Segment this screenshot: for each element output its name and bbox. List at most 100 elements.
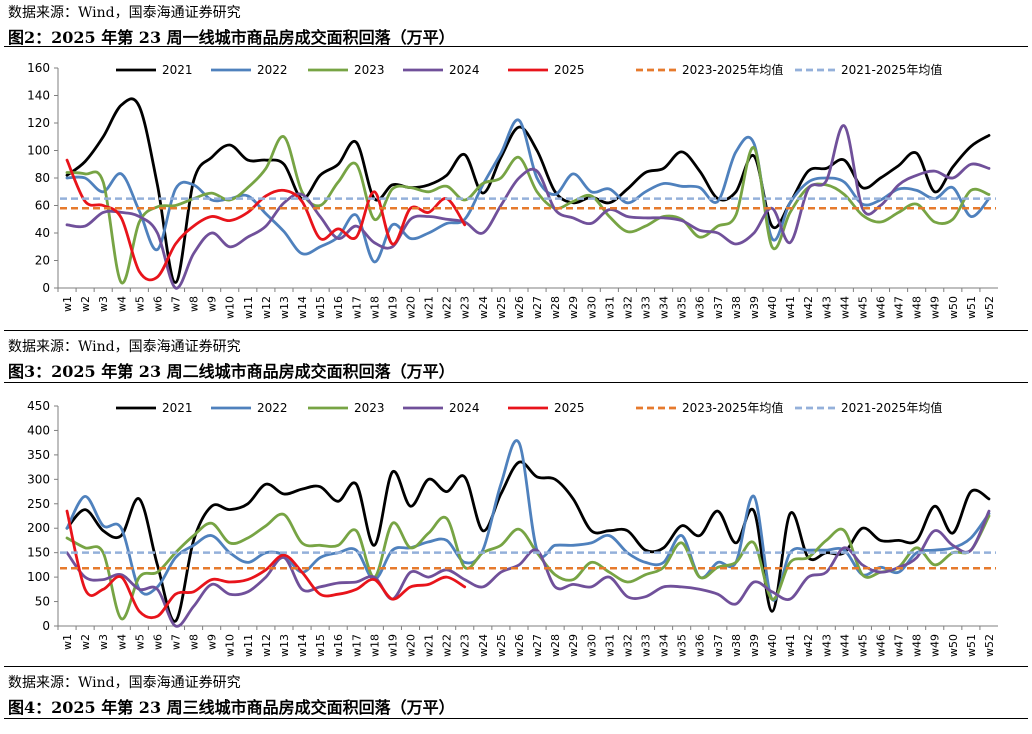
- x-tick-label: w14: [296, 296, 309, 319]
- x-tick-label: w30: [585, 634, 598, 657]
- x-tick-label: w16: [332, 296, 345, 319]
- x-tick-label: w29: [567, 634, 580, 657]
- y-tick-label: 100: [27, 570, 50, 584]
- x-tick-label: w3: [97, 634, 110, 650]
- legend-label-2023: 2023: [354, 401, 385, 415]
- x-tick-label: w40: [766, 296, 779, 319]
- legend-label-avg1: 2023-2025年均值: [682, 400, 783, 415]
- x-tick-label: w25: [495, 296, 508, 319]
- y-tick-label: 300: [27, 472, 50, 486]
- chart3-source: 数据来源：Wind，国泰海通证券研究: [8, 675, 241, 691]
- y-tick-label: 200: [27, 521, 50, 535]
- x-tick-label: w27: [531, 634, 544, 657]
- x-tick-label: w26: [513, 296, 526, 319]
- series-line-2025: [65, 509, 467, 620]
- x-tick-label: w15: [314, 296, 327, 319]
- legend-label-2025: 2025: [554, 63, 585, 77]
- x-tick-label: w3: [97, 296, 110, 312]
- x-tick-label: w44: [838, 296, 851, 319]
- x-tick-label: w50: [947, 634, 960, 657]
- series-line-2025: [65, 158, 467, 282]
- x-tick-label: w1: [61, 296, 74, 312]
- x-tick-label: w41: [784, 296, 797, 319]
- legend-label-2021: 2021: [162, 401, 193, 415]
- x-tick-label: w34: [658, 634, 671, 657]
- legend-label-2022: 2022: [257, 63, 288, 77]
- x-tick-label: w20: [405, 296, 418, 319]
- x-tick-label: w45: [856, 634, 869, 657]
- y-tick-label: 60: [35, 199, 50, 213]
- x-tick-label: w19: [386, 634, 399, 657]
- x-tick-label: w39: [748, 296, 761, 319]
- x-tick-label: w13: [278, 296, 291, 319]
- y-tick-label: 100: [27, 144, 50, 158]
- y-tick-label: 140: [27, 89, 50, 103]
- chart1-title: 图2：2025 年第 23 周一线城市商品房成交面积回落（万平）: [8, 28, 455, 47]
- x-tick-label: w44: [838, 634, 851, 657]
- x-tick-label: w6: [151, 634, 164, 650]
- chart3-top-rule: [4, 666, 1028, 667]
- chart1-figure: 0 20 40 60 80 100 120 140 160 w1 w2 w3 w4 w5 w6 w7 w8 w9 w…: [27, 61, 998, 319]
- x-tick-label: w42: [802, 634, 815, 657]
- x-tick-label: w35: [676, 296, 689, 319]
- x-tick-label: w37: [712, 634, 725, 657]
- x-tick-label: w5: [133, 634, 146, 650]
- x-tick-label: w23: [459, 634, 472, 657]
- x-tick-label: w35: [676, 634, 689, 657]
- y-tick-label: 450: [27, 399, 50, 413]
- x-tick-label: w50: [947, 296, 960, 319]
- x-tick-label: w17: [350, 296, 363, 319]
- x-tick-label: w22: [441, 634, 454, 657]
- x-tick-label: w36: [694, 634, 707, 657]
- x-tick-label: w39: [748, 634, 761, 657]
- x-tick-label: w2: [79, 296, 92, 312]
- legend-label-avg2: 2021-2025年均值: [841, 400, 942, 415]
- x-tick-label: w29: [567, 296, 580, 319]
- x-tick-label: w16: [332, 634, 345, 657]
- y-tick-label: 350: [27, 448, 50, 462]
- x-tick-label: w30: [585, 296, 598, 319]
- y-tick-label: 120: [27, 116, 50, 130]
- x-tick-label: w49: [929, 634, 942, 657]
- series-line-2022: [65, 118, 991, 264]
- chart2-source: 数据来源：Wind，国泰海通证券研究: [8, 339, 241, 355]
- x-tick-label: w15: [314, 634, 327, 657]
- x-tick-label: w9: [206, 634, 219, 650]
- x-tick-label: w51: [965, 634, 978, 657]
- x-tick-label: w17: [350, 634, 363, 657]
- y-tick-label: 0: [42, 619, 50, 633]
- legend-label-2021: 2021: [162, 63, 193, 77]
- x-tick-label: w42: [802, 296, 815, 319]
- x-tick-label: w18: [368, 296, 381, 319]
- chart1-source: 数据来源：Wind，国泰海通证券研究: [8, 5, 241, 21]
- chart2-figure: 0 50 100 150 200 250 300 350 400 450 w1 w2 w3 w4 w5 w6 w…: [27, 399, 998, 657]
- x-tick-label: w47: [893, 634, 906, 657]
- x-tick-label: w9: [206, 296, 219, 312]
- chart2-title-rule: [4, 382, 1028, 383]
- x-tick-label: w4: [115, 634, 128, 650]
- x-tick-label: w33: [640, 296, 653, 319]
- x-tick-label: w5: [133, 296, 146, 312]
- x-tick-label: w11: [242, 296, 255, 319]
- x-tick-label: w10: [224, 634, 237, 657]
- x-tick-label: w31: [603, 296, 616, 319]
- y-tick-label: 400: [27, 423, 50, 437]
- x-tick-label: w52: [983, 634, 996, 657]
- x-tick-label: w37: [712, 296, 725, 319]
- x-tick-label: w48: [911, 296, 924, 319]
- y-tick-label: 40: [35, 226, 50, 240]
- x-tick-label: w46: [875, 296, 888, 319]
- x-tick-label: w43: [820, 296, 833, 319]
- legend-label-avg2: 2021-2025年均值: [841, 62, 942, 77]
- x-tick-label: w10: [224, 296, 237, 319]
- y-tick-label: 0: [42, 281, 50, 295]
- x-tick-label: w43: [820, 634, 833, 657]
- series-line-2024: [65, 509, 991, 628]
- x-tick-label: w32: [621, 634, 634, 657]
- x-tick-label: w21: [423, 296, 436, 319]
- x-tick-label: w4: [115, 296, 128, 312]
- x-tick-label: w38: [730, 296, 743, 319]
- x-tick-label: w47: [893, 296, 906, 319]
- x-tick-label: w7: [170, 296, 183, 312]
- x-tick-label: w2: [79, 634, 92, 650]
